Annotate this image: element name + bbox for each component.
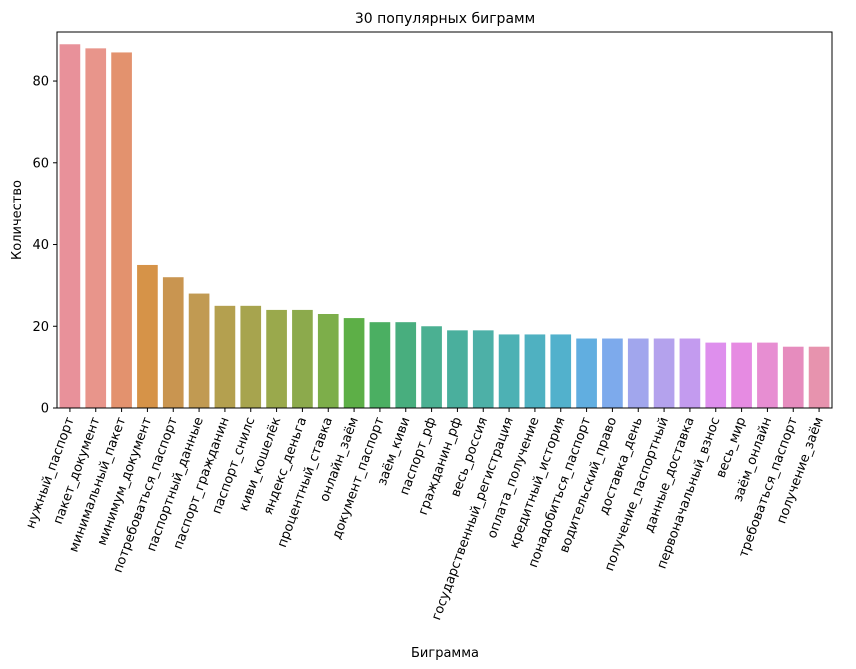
bar-процентный_ставка: [317, 314, 339, 408]
bar-данные_доставка: [679, 338, 701, 408]
bar-онлайн_заём: [343, 318, 365, 408]
y-tick-label: 40: [32, 238, 49, 253]
bar-документ_паспорт: [369, 322, 391, 408]
bar-первоначальный_взнос: [705, 342, 727, 408]
bar-получение_заём: [808, 346, 830, 408]
bar-пакет_документ: [85, 48, 107, 408]
y-axis-ticks: 0 20 40 60 80: [32, 75, 57, 417]
y-tick-label: 60: [32, 156, 49, 171]
chart-title: 30 популярных биграмм: [355, 11, 535, 27]
x-axis-label: Биграмма: [411, 646, 479, 661]
bar-паспорт_снилс: [240, 305, 262, 408]
x-axis-ticks: нужный_паспортпакет_документминимальный_…: [23, 408, 827, 622]
bar-заём_киви: [395, 322, 417, 408]
bar-весь_россия: [472, 330, 494, 408]
bar-заём_онлайн: [757, 342, 778, 408]
bar-паспорт_гражданин: [214, 305, 236, 408]
bar-потребоваться_паспорт: [162, 277, 184, 408]
bar-понадобиться_паспорт: [576, 338, 597, 408]
bar-минимальный_пакет: [111, 52, 132, 408]
plot-frame: [56, 31, 833, 409]
bar-доставка_день: [627, 338, 649, 408]
bar-нужный_паспорт: [59, 44, 81, 409]
bars-group: [59, 44, 830, 409]
bar-гражданин_рф: [447, 330, 468, 408]
bar-паспортный_данные: [188, 293, 210, 408]
bar-получение_паспортный: [653, 338, 675, 408]
bar-яндекс_деньга: [292, 309, 313, 408]
bar-водительский_право: [602, 338, 623, 408]
bar-паспорт_рф: [421, 326, 442, 408]
y-tick-label: 0: [41, 402, 49, 417]
bar-киви_кошелёк: [266, 309, 287, 408]
y-axis-label: Количество: [10, 180, 25, 260]
y-tick-label: 80: [32, 75, 49, 90]
bar-требоваться_паспорт: [782, 346, 804, 408]
bar-оплата_получение: [524, 334, 546, 408]
bar-минимум_документ: [137, 264, 158, 408]
bar-государственный_регистрация: [498, 334, 520, 408]
bar-весь_мир: [731, 342, 752, 408]
bar-кредитный_история: [550, 334, 572, 408]
y-tick-label: 20: [32, 320, 49, 335]
